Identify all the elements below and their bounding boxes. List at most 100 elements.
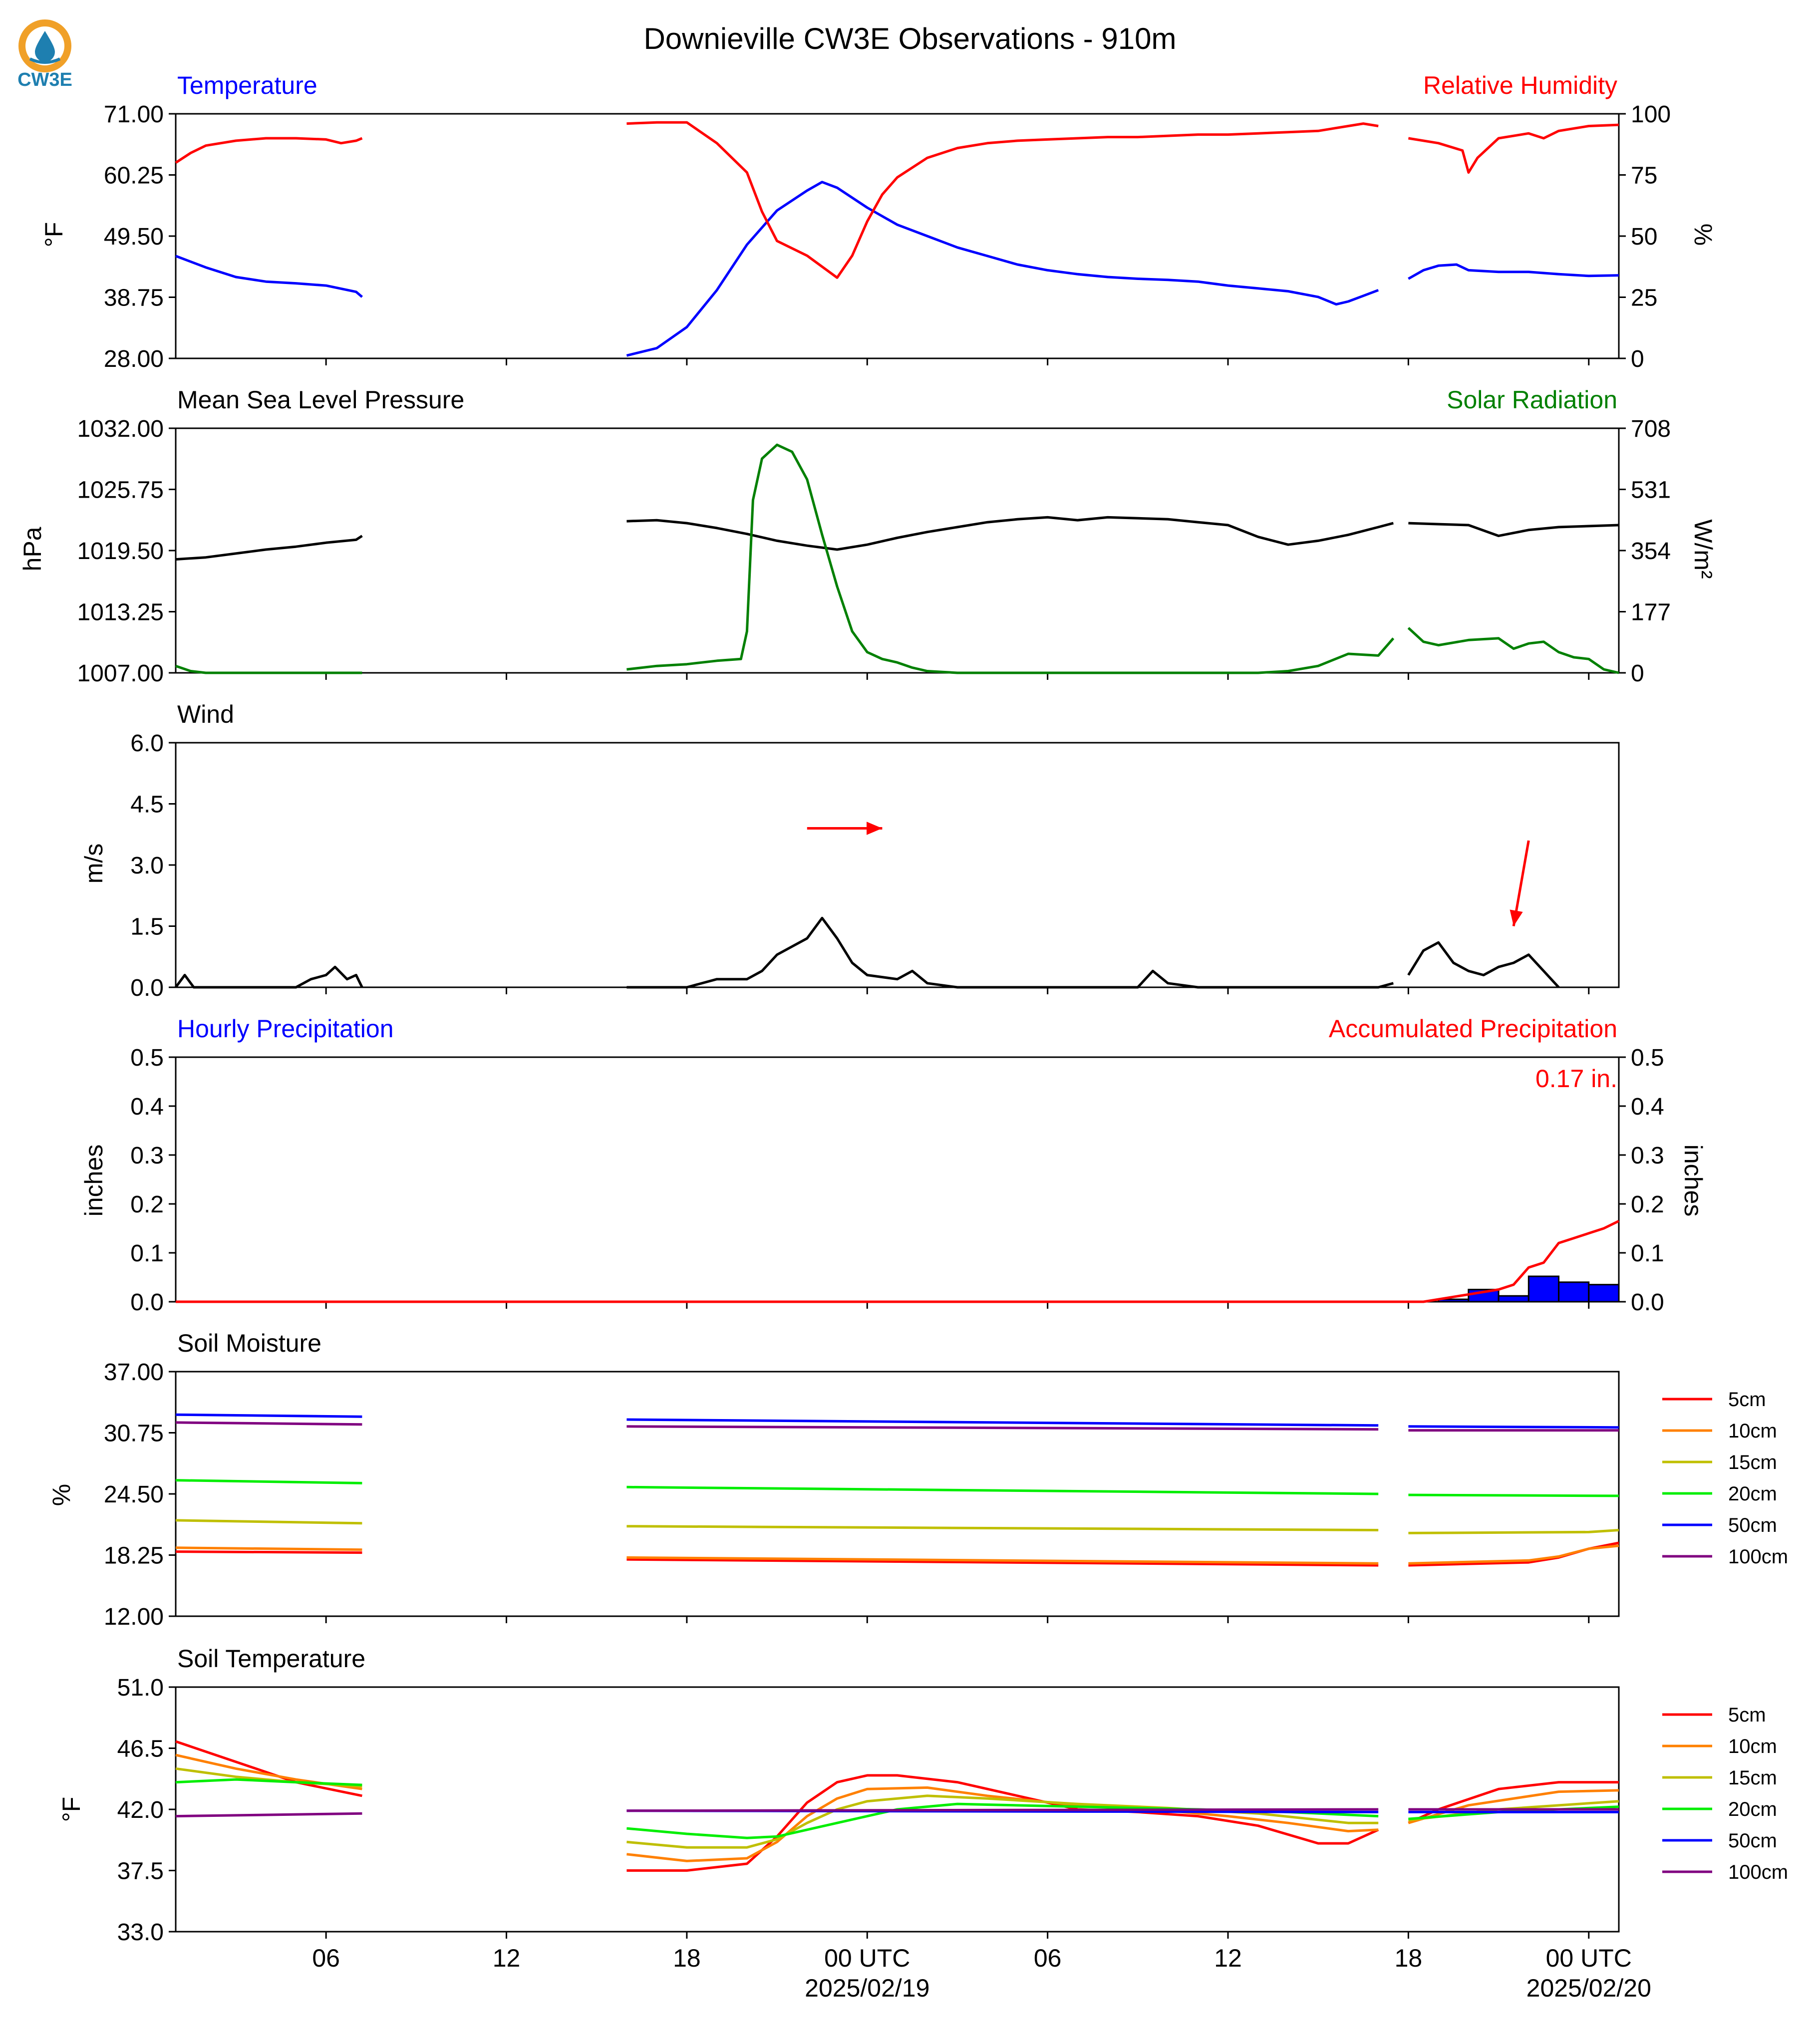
soil-temperature-ylabel: °F <box>57 1797 85 1822</box>
series-line-10cm <box>1408 1789 1619 1824</box>
legend-label: 50cm <box>1728 1514 1777 1536</box>
series-line-relative-humidity <box>175 137 363 164</box>
y-tick-label: 0.0 <box>130 1289 164 1316</box>
series-line-5cm <box>626 1558 1379 1567</box>
wind-arrow-head-icon <box>1510 909 1523 926</box>
y-tick-label: 38.75 <box>104 285 164 311</box>
y-tick-label: 42.0 <box>117 1797 164 1823</box>
series-line-10cm <box>626 1786 1379 1862</box>
temperature-tick-labels: 28.00 38.75 49.50 60.25 71.00 <box>104 101 164 372</box>
y-tick-label: 1.5 <box>130 914 164 940</box>
plot-area-4 <box>169 1371 1620 1623</box>
plot-frame <box>175 1371 1620 1617</box>
y-tick-label: 0.3 <box>130 1143 164 1169</box>
accum-precip-tick-labels: 0.0 0.1 0.2 0.3 0.4 0.5 <box>1631 1045 1664 1316</box>
legend-label: 5cm <box>1728 1389 1766 1411</box>
plot-frame <box>175 113 1620 359</box>
x-tick-label: 12 <box>1214 1944 1242 1972</box>
plot-frame <box>175 427 1620 674</box>
panel-temperature-humidity: Temperature Relative Humidity °F % 28.00… <box>40 71 1717 372</box>
series-line-5cm <box>175 1740 362 1797</box>
series-line-5cm <box>626 1774 1379 1872</box>
hourly-precip-title: Hourly Precipitation <box>177 1015 394 1043</box>
series-line-15cm <box>175 1519 362 1525</box>
y-tick-label-right: 0.0 <box>1631 1289 1664 1316</box>
y-tick-label-right: 0.5 <box>1631 1045 1664 1071</box>
series-line-solar-radiation <box>175 664 362 674</box>
humidity-tick-labels: 0 25 50 75 100 <box>1631 101 1671 372</box>
plot-frame <box>175 742 1620 988</box>
soil-moisture-legend: 5cm 10cm 15cm 20cm 50cm 100cm <box>1662 1389 1788 1568</box>
accum-precip-title: Accumulated Precipitation <box>1329 1015 1617 1043</box>
accum-precip-total: 0.17 in. <box>1535 1065 1617 1093</box>
wind-title: Wind <box>177 700 234 728</box>
hourly-precip-tick-labels: 0.0 0.1 0.2 0.3 0.4 0.5 <box>130 1045 164 1316</box>
y-tick-label: 1013.25 <box>77 599 164 626</box>
panel-precipitation: Hourly Precipitation Accumulated Precipi… <box>80 1015 1707 1316</box>
series-line-temperature <box>175 255 363 298</box>
legend-label: 100cm <box>1728 1861 1788 1883</box>
series-line-10cm <box>626 1556 1379 1565</box>
legend-label: 20cm <box>1728 1798 1777 1820</box>
y-tick-label: 12.00 <box>104 1604 164 1630</box>
pressure-title: Mean Sea Level Pressure <box>177 386 464 414</box>
precip-bar <box>1558 1281 1590 1303</box>
panel-soil-temperature: Soil Temperature °F 33.0 37.5 42.0 46.5 51.0… <box>57 1645 1788 1946</box>
series-line-solar-radiation <box>1407 627 1619 674</box>
soil-temperature-tick-labels: 33.0 37.5 42.0 46.5 51.0 <box>117 1675 164 1946</box>
y-tick-label-right: 708 <box>1631 416 1671 442</box>
y-tick-label: 37.5 <box>117 1858 164 1885</box>
plot-area-1 <box>169 427 1626 680</box>
y-tick-label: 3.0 <box>130 853 164 879</box>
y-tick-label: 51.0 <box>117 1675 164 1701</box>
y-tick-label: 6.0 <box>130 730 164 757</box>
y-tick-label: 0.4 <box>130 1094 164 1120</box>
y-tick-label-right: 0 <box>1631 660 1644 687</box>
series-line-10cm <box>1408 1544 1619 1565</box>
y-tick-label-right: 50 <box>1631 224 1657 250</box>
series-line-20cm <box>175 1778 362 1786</box>
wind-arrow-head-icon <box>867 822 883 835</box>
soil-moisture-title: Soil Moisture <box>177 1329 321 1357</box>
plot-area-0 <box>169 113 1626 365</box>
y-tick-label: 18.25 <box>104 1543 164 1569</box>
legend-label: 15cm <box>1728 1451 1777 1473</box>
plot-area-5 <box>169 1686 1620 1939</box>
y-tick-label-right: 354 <box>1631 538 1671 565</box>
soil-moisture-ylabel: % <box>47 1484 75 1506</box>
plot-area-3 <box>169 1056 1626 1309</box>
legend-label: 20cm <box>1728 1483 1777 1505</box>
y-tick-label-right: 531 <box>1631 477 1671 504</box>
series-line-accumulated-precipitation <box>176 1220 1620 1303</box>
series-line-100cm <box>626 1425 1379 1431</box>
legend-label: 50cm <box>1728 1830 1777 1852</box>
y-tick-label-right: 75 <box>1631 163 1657 189</box>
series-line-10cm <box>175 1546 362 1551</box>
series-line-15cm <box>1408 1529 1619 1534</box>
y-tick-label-right: 0.4 <box>1631 1094 1664 1120</box>
y-tick-label: 49.50 <box>104 224 164 250</box>
soil-temperature-legend: 5cm 10cm 15cm 20cm 50cm 100cm <box>1662 1704 1788 1883</box>
y-tick-label: 24.50 <box>104 1481 164 1508</box>
series-line-50cm <box>626 1418 1379 1427</box>
x-tick-label: 06 <box>312 1944 340 1972</box>
soil-moisture-tick-labels: 12.00 18.25 24.50 30.75 37.00 <box>104 1359 164 1630</box>
legend-label: 15cm <box>1728 1767 1777 1789</box>
y-tick-label-right: 0.2 <box>1631 1191 1664 1218</box>
hourly-precip-ylabel: inches <box>80 1145 108 1217</box>
series-line-100cm <box>175 1812 362 1818</box>
y-tick-label-right: 0 <box>1631 346 1644 372</box>
humidity-title: Relative Humidity <box>1423 71 1617 99</box>
precip-bar <box>1588 1284 1620 1303</box>
series-line-100cm <box>175 1421 362 1426</box>
y-tick-label: 1032.00 <box>77 416 164 442</box>
y-tick-label: 0.0 <box>130 975 164 1001</box>
y-tick-label: 0.5 <box>130 1045 164 1071</box>
series-line-relative-humidity <box>1408 123 1619 174</box>
precip-bar <box>1498 1295 1529 1303</box>
x-tick-label: 00 UTC <box>824 1944 910 1972</box>
y-tick-label-right: 100 <box>1631 101 1671 128</box>
y-tick-label: 33.0 <box>117 1919 164 1946</box>
